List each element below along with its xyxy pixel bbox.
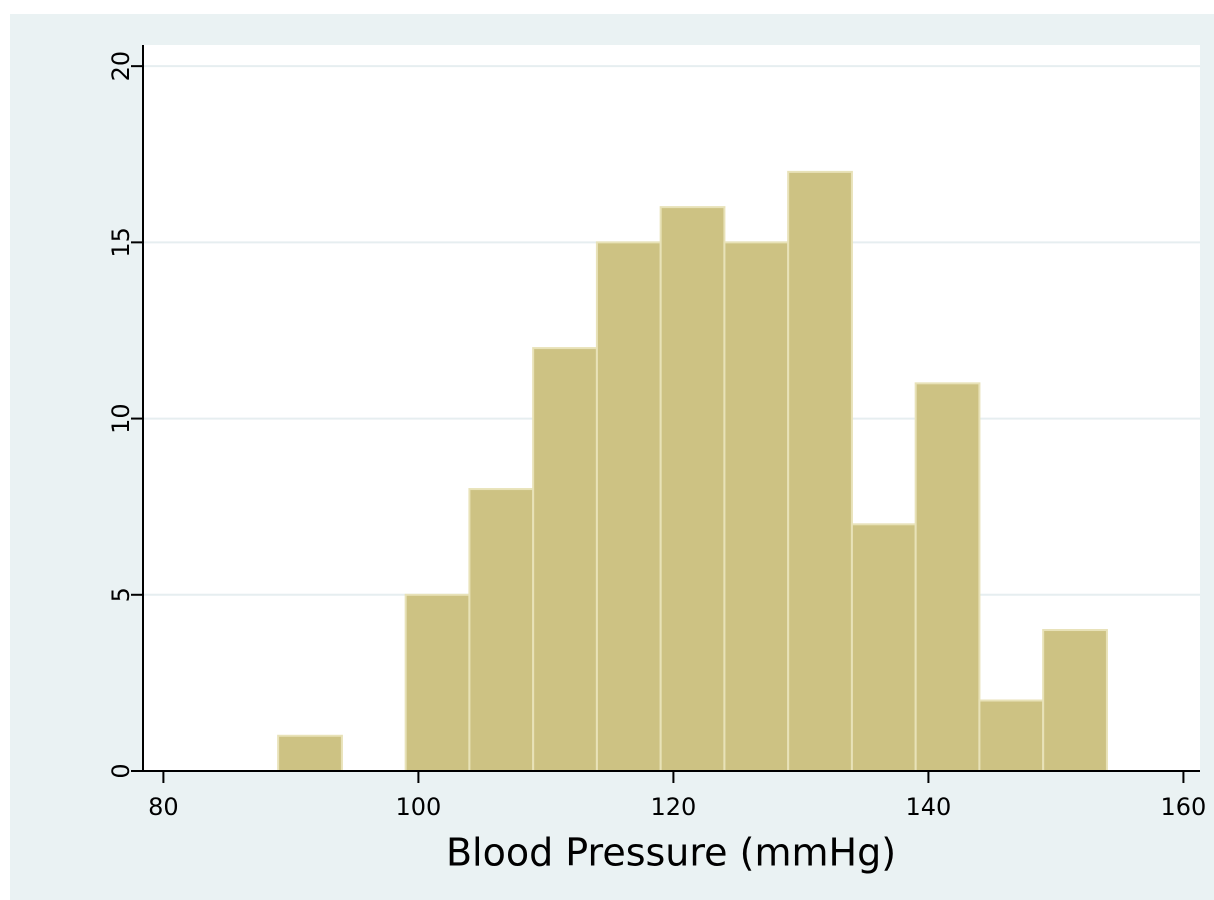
bar — [532, 347, 598, 772]
x-tick-label: 80 — [148, 793, 179, 821]
y-tick-label: 20 — [107, 51, 135, 82]
x-tick-label: 120 — [651, 793, 697, 821]
bar — [404, 593, 471, 773]
x-axis-title: Blood Pressure (mmHg) — [446, 831, 896, 875]
x-tick-label: 100 — [396, 793, 442, 821]
bar — [595, 241, 662, 772]
bar — [1042, 629, 1108, 772]
x-tick-label: 160 — [1161, 793, 1207, 821]
bar — [850, 523, 917, 772]
y-tick-label: 0 — [107, 763, 135, 778]
bar — [468, 488, 535, 772]
y-tick-label: 10 — [107, 403, 135, 434]
bar — [787, 170, 853, 772]
x-tick-label: 140 — [906, 793, 952, 821]
y-tick-label: 5 — [107, 587, 135, 602]
bar — [659, 206, 726, 772]
bar — [277, 734, 343, 772]
y-tick-label: 15 — [107, 227, 135, 258]
bar — [914, 382, 981, 772]
bar — [978, 699, 1045, 773]
bar — [723, 241, 790, 772]
